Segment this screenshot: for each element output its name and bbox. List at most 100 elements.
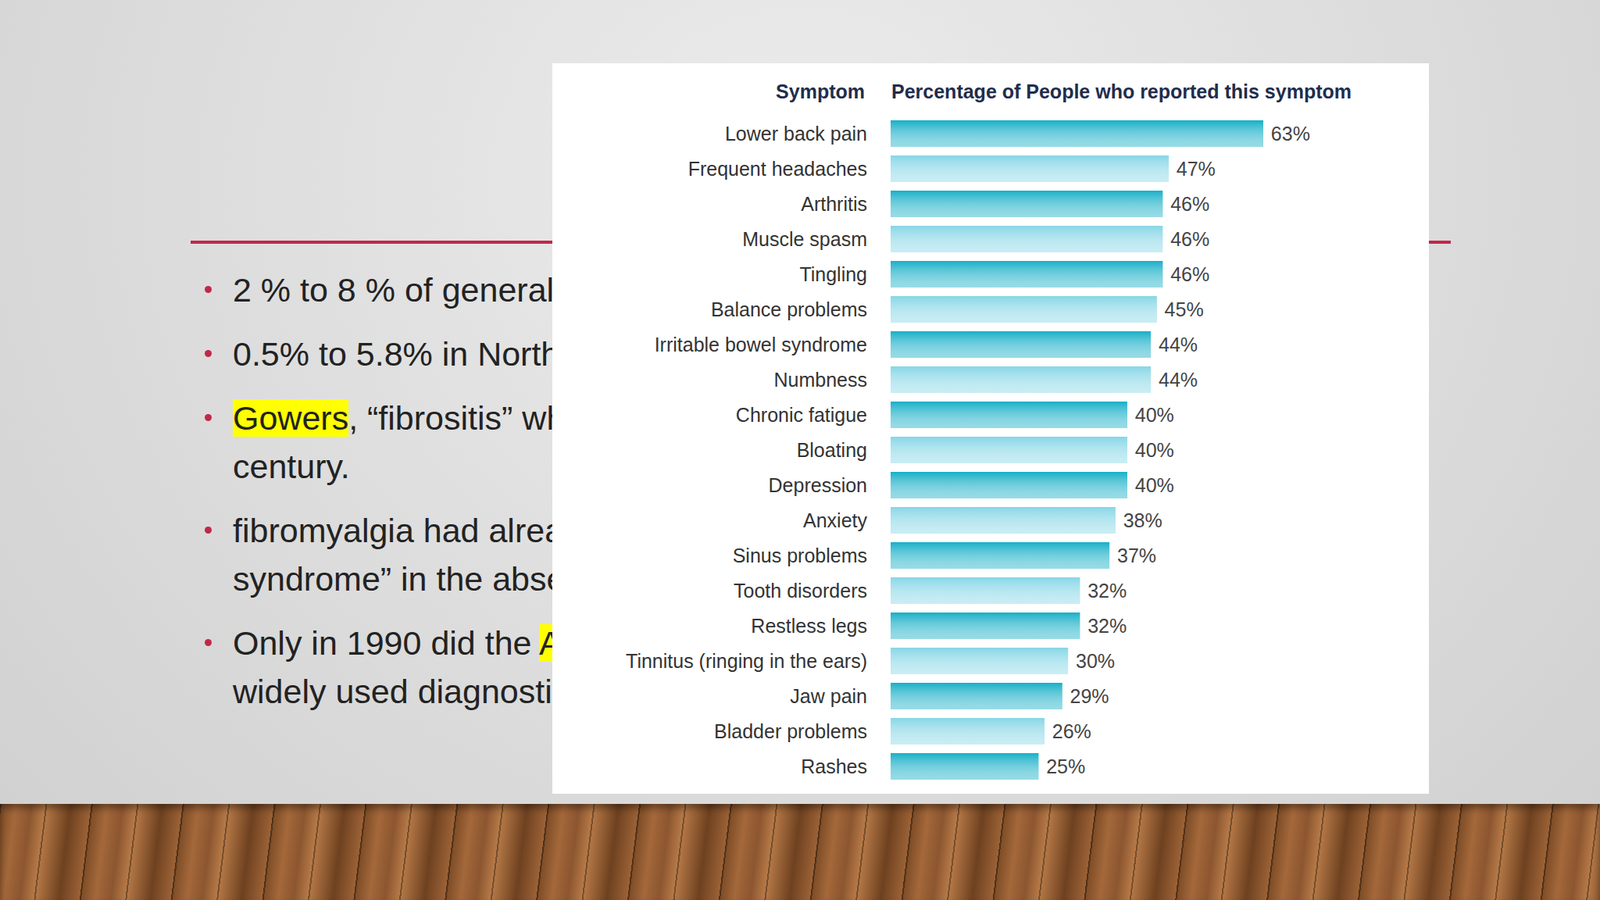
bar-shade [890,542,1110,569]
data-label: 46% [1170,228,1210,250]
bar [890,753,1039,780]
labels: Lower back pain63%Frequent headaches47%A… [625,122,1311,778]
bar [890,296,1158,323]
bar [890,577,1080,604]
data-label: 45% [1164,298,1204,321]
bar [890,190,1163,218]
bar [890,647,1068,675]
category-label: Depression [768,474,868,497]
data-label: 37% [1117,544,1157,567]
data-label: 29% [1070,685,1110,708]
bar-shade [890,331,1151,358]
bullet-text: , “fibrositis” wh [348,399,555,437]
data-label: 40% [1135,439,1175,461]
bar-shade [890,471,1128,499]
data-label: 46% [1170,192,1210,215]
bar [890,331,1151,358]
category-label: Muscle spasm [742,228,868,250]
bar-shade [890,682,1063,710]
data-label: 32% [1087,614,1127,637]
bar [890,366,1151,393]
bar [890,612,1080,640]
category-label: Jaw pain [789,685,868,708]
chart-title: Percentage of People who reported this s… [891,80,1352,103]
data-label: 38% [1123,509,1163,532]
bullet-line: Gowers, “fibrositis” wh [195,393,555,443]
data-label: 26% [1052,720,1092,743]
bar [890,542,1110,569]
bar-shade [890,753,1039,780]
category-label: Anxiety [803,509,868,532]
bar [890,507,1116,534]
chart-panel: Symptom Percentage of People who reported… [552,63,1429,794]
bullet-text: century. [232,447,350,486]
bar [890,401,1128,429]
bar-shade [890,577,1080,604]
bar-shade [890,647,1068,675]
bullet-dot [204,526,212,534]
bullet-text: widely used diagnosti [232,672,553,711]
bar-shade [890,401,1128,429]
category-label: Tingling [799,263,868,286]
bullet-dot [204,639,212,647]
data-label: 40% [1135,403,1175,426]
bullet-line: fibromyalgia had alrea [195,506,555,555]
bar [890,225,1163,253]
bar-shade [890,507,1116,534]
bar-shade [890,296,1158,323]
bullet-dot [204,285,212,293]
category-label: Chronic fatigue [735,403,868,426]
data-label: 44% [1158,368,1198,391]
bar-shade [890,436,1128,464]
bullet-text: syndrome” in the abse [232,560,555,598]
bullet-dot [204,350,212,358]
bullet-text: 2 % to 8 % of general [232,271,554,309]
category-label: Lower back pain [725,122,868,145]
data-label: 46% [1170,263,1210,286]
axis-title: Symptom [775,80,865,103]
data-label: 47% [1176,157,1216,180]
category-label: Balance problems [710,298,868,321]
category-label: Irritable bowel syndrome [654,333,868,356]
category-label: Tinnitus (ringing in the ears) [625,650,868,672]
bar [890,717,1045,745]
bar-shade [890,612,1080,640]
bullet-text: Only in 1990 did the [232,624,540,662]
bar [890,155,1169,183]
category-label: Arthritis [800,192,868,215]
bullet-line: syndrome” in the abse [195,554,555,604]
category-label: Sinus problems [732,544,868,567]
data-label: 30% [1075,650,1115,672]
chart: Symptom Percentage of People who reported… [552,63,1429,794]
category-label: Restless legs [750,614,868,637]
bullet-text: fibromyalgia had alrea [232,511,555,550]
bullet-line: 2 % to 8 % of general [195,265,555,315]
bar-shade [890,225,1163,253]
data-label: 63% [1271,122,1311,145]
bullet-line: century. [195,442,555,491]
bar [890,120,1264,147]
bar-shade [890,717,1045,745]
data-label: 32% [1087,579,1127,602]
bullet-line: 0.5% to 5.8% in North [195,329,555,379]
bar [890,471,1128,499]
category-label: Bloating [796,439,868,461]
data-label: 44% [1158,333,1198,356]
data-label: 40% [1135,474,1175,497]
bar-shade [890,120,1264,147]
bullet-text: 0.5% to 5.8% in North [232,335,555,373]
bullet-dot [204,414,212,422]
bar-shade [890,260,1163,288]
bar-shade [890,190,1163,218]
bullet-line: widely used diagnosti [195,667,555,716]
bar-shade [890,155,1169,183]
highlighted-text: Gowers [232,399,349,437]
bar [890,682,1063,710]
data-label: 25% [1046,755,1086,778]
bar [890,436,1128,464]
category-label: Numbness [774,368,868,391]
category-label: Rashes [800,755,868,778]
bullet-line: Only in 1990 did the A [195,618,555,668]
bullet-list: 2 % to 8 % of general 0.5% to 5.8% in Nor… [195,265,555,716]
bars [890,120,1264,780]
